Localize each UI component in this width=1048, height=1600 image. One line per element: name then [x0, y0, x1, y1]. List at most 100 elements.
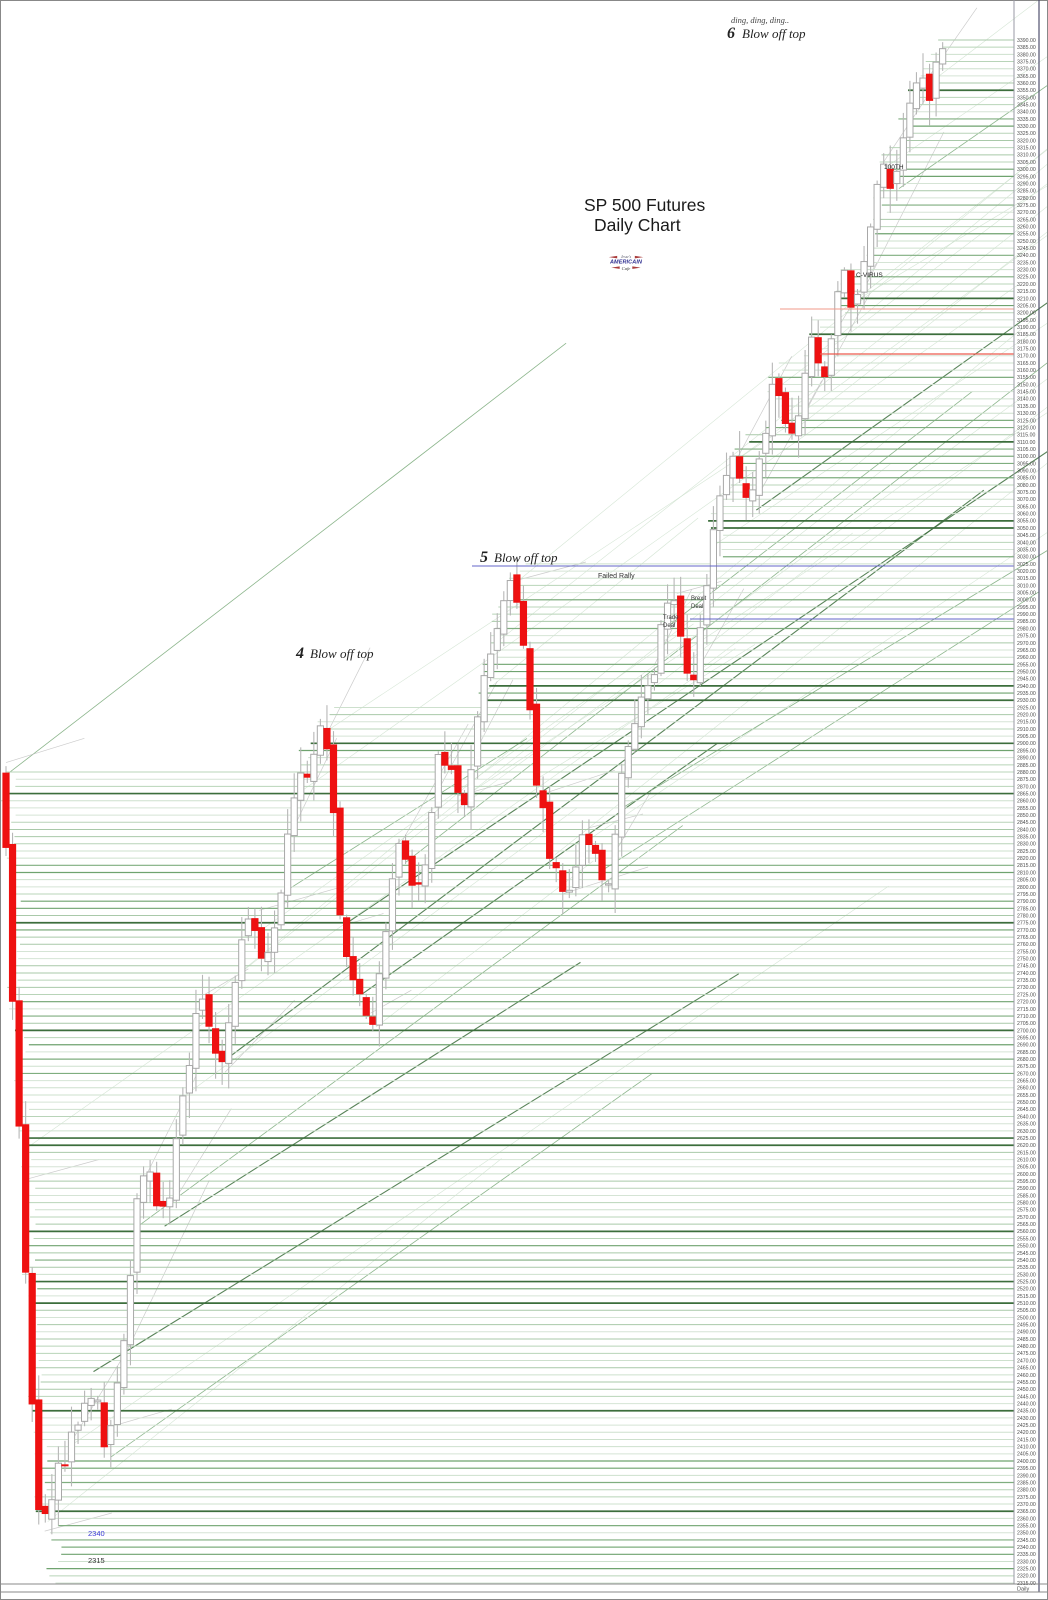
- svg-text:3055.00: 3055.00: [1017, 519, 1036, 525]
- svg-text:2480.00: 2480.00: [1017, 1344, 1036, 1350]
- svg-text:2580.00: 2580.00: [1017, 1201, 1036, 1207]
- svg-text:3360.00: 3360.00: [1017, 81, 1036, 87]
- svg-text:2900.00: 2900.00: [1017, 741, 1036, 747]
- svg-text:2705.00: 2705.00: [1017, 1021, 1036, 1027]
- svg-text:2715.00: 2715.00: [1017, 1007, 1036, 1013]
- svg-text:2410.00: 2410.00: [1017, 1445, 1036, 1451]
- svg-text:2370.00: 2370.00: [1017, 1502, 1036, 1508]
- svg-text:2755.00: 2755.00: [1017, 949, 1036, 955]
- svg-text:3010.00: 3010.00: [1017, 583, 1036, 589]
- svg-text:2860.00: 2860.00: [1017, 799, 1036, 805]
- svg-text:2995.00: 2995.00: [1017, 605, 1036, 611]
- svg-text:2805.00: 2805.00: [1017, 878, 1036, 884]
- svg-text:3240.00: 3240.00: [1017, 253, 1036, 259]
- svg-text:6: 6: [727, 25, 735, 42]
- svg-text:2780.00: 2780.00: [1017, 913, 1036, 919]
- svg-text:3200.00: 3200.00: [1017, 311, 1036, 317]
- svg-text:2365.00: 2365.00: [1017, 1509, 1036, 1515]
- svg-text:2320.00: 2320.00: [1017, 1574, 1036, 1580]
- svg-text:2360.00: 2360.00: [1017, 1516, 1036, 1522]
- svg-text:3355.00: 3355.00: [1017, 88, 1036, 94]
- svg-text:3015.00: 3015.00: [1017, 576, 1036, 582]
- svg-text:3035.00: 3035.00: [1017, 547, 1036, 553]
- svg-text:2505.00: 2505.00: [1017, 1308, 1036, 1314]
- svg-text:3115.00: 3115.00: [1017, 433, 1035, 439]
- svg-text:3160.00: 3160.00: [1017, 368, 1036, 374]
- svg-text:2415.00: 2415.00: [1017, 1437, 1036, 1443]
- svg-text:Blow off top: Blow off top: [742, 26, 806, 41]
- svg-text:3060.00: 3060.00: [1017, 512, 1036, 518]
- svg-text:2325.00: 2325.00: [1017, 1567, 1036, 1573]
- svg-text:3320.00: 3320.00: [1017, 138, 1036, 144]
- svg-text:SP 500 Futures: SP 500 Futures: [584, 195, 706, 215]
- svg-text:2945.00: 2945.00: [1017, 677, 1036, 683]
- svg-text:AMERICAIN: AMERICAIN: [609, 259, 643, 265]
- svg-text:3070.00: 3070.00: [1017, 497, 1036, 503]
- svg-text:3255.00: 3255.00: [1017, 232, 1036, 238]
- svg-text:2630.00: 2630.00: [1017, 1129, 1036, 1135]
- svg-text:2595.00: 2595.00: [1017, 1179, 1036, 1185]
- svg-text:3165.00: 3165.00: [1017, 361, 1036, 367]
- svg-text:2340: 2340: [88, 1529, 105, 1538]
- svg-text:3340.00: 3340.00: [1017, 110, 1036, 116]
- svg-text:3235.00: 3235.00: [1017, 260, 1036, 266]
- svg-text:2545.00: 2545.00: [1017, 1251, 1036, 1257]
- svg-text:3110.00: 3110.00: [1017, 440, 1035, 446]
- svg-text:Failed Rally: Failed Rally: [598, 573, 635, 580]
- svg-text:2765.00: 2765.00: [1017, 935, 1036, 941]
- svg-text:2540.00: 2540.00: [1017, 1258, 1036, 1264]
- svg-text:2680.00: 2680.00: [1017, 1057, 1036, 1063]
- svg-text:3265.00: 3265.00: [1017, 217, 1036, 223]
- svg-text:2720.00: 2720.00: [1017, 1000, 1036, 1006]
- svg-text:2990.00: 2990.00: [1017, 612, 1036, 618]
- svg-text:2985.00: 2985.00: [1017, 619, 1036, 625]
- svg-text:2465.00: 2465.00: [1017, 1366, 1036, 1372]
- svg-text:2425.00: 2425.00: [1017, 1423, 1036, 1429]
- svg-text:3210.00: 3210.00: [1017, 296, 1036, 302]
- svg-text:3105.00: 3105.00: [1017, 447, 1036, 453]
- svg-text:2560.00: 2560.00: [1017, 1229, 1036, 1235]
- svg-text:3275.00: 3275.00: [1017, 203, 1036, 209]
- svg-text:3135.00: 3135.00: [1017, 404, 1036, 410]
- svg-text:3085.00: 3085.00: [1017, 476, 1036, 482]
- svg-text:2865.00: 2865.00: [1017, 791, 1036, 797]
- svg-text:2610.00: 2610.00: [1017, 1157, 1036, 1163]
- svg-text:2940.00: 2940.00: [1017, 684, 1036, 690]
- svg-text:2960.00: 2960.00: [1017, 655, 1036, 661]
- svg-text:ding, ding, ding..: ding, ding, ding..: [731, 15, 789, 25]
- svg-text:2885.00: 2885.00: [1017, 763, 1036, 769]
- svg-text:2845.00: 2845.00: [1017, 820, 1036, 826]
- svg-text:3005.00: 3005.00: [1017, 591, 1036, 597]
- svg-text:2745.00: 2745.00: [1017, 964, 1036, 970]
- svg-text:3145.00: 3145.00: [1017, 390, 1036, 396]
- svg-text:3185.00: 3185.00: [1017, 332, 1036, 338]
- svg-text:2870.00: 2870.00: [1017, 784, 1036, 790]
- svg-text:2620.00: 2620.00: [1017, 1143, 1036, 1149]
- svg-text:3170.00: 3170.00: [1017, 354, 1036, 360]
- svg-text:3025.00: 3025.00: [1017, 562, 1036, 568]
- svg-text:2555.00: 2555.00: [1017, 1236, 1036, 1242]
- svg-text:3100.00: 3100.00: [1017, 454, 1036, 460]
- svg-text:2345.00: 2345.00: [1017, 1538, 1036, 1544]
- svg-text:3230.00: 3230.00: [1017, 268, 1036, 274]
- svg-text:2470.00: 2470.00: [1017, 1358, 1036, 1364]
- svg-text:2770.00: 2770.00: [1017, 928, 1036, 934]
- svg-text:3120.00: 3120.00: [1017, 425, 1036, 431]
- svg-text:2905.00: 2905.00: [1017, 734, 1036, 740]
- svg-text:2800.00: 2800.00: [1017, 885, 1036, 891]
- svg-text:2910.00: 2910.00: [1017, 727, 1036, 733]
- svg-text:2930.00: 2930.00: [1017, 698, 1036, 704]
- svg-text:3040.00: 3040.00: [1017, 540, 1036, 546]
- svg-text:2810.00: 2810.00: [1017, 870, 1036, 876]
- svg-text:2735.00: 2735.00: [1017, 978, 1036, 984]
- svg-text:2375.00: 2375.00: [1017, 1495, 1036, 1501]
- svg-text:3080.00: 3080.00: [1017, 483, 1036, 489]
- svg-text:2700.00: 2700.00: [1017, 1028, 1036, 1034]
- svg-text:2670.00: 2670.00: [1017, 1071, 1036, 1077]
- svg-text:3380.00: 3380.00: [1017, 52, 1036, 58]
- svg-text:3045.00: 3045.00: [1017, 533, 1036, 539]
- svg-text:3365.00: 3365.00: [1017, 74, 1036, 80]
- svg-text:2980.00: 2980.00: [1017, 626, 1036, 632]
- svg-text:3345.00: 3345.00: [1017, 102, 1036, 108]
- svg-text:2430.00: 2430.00: [1017, 1416, 1036, 1422]
